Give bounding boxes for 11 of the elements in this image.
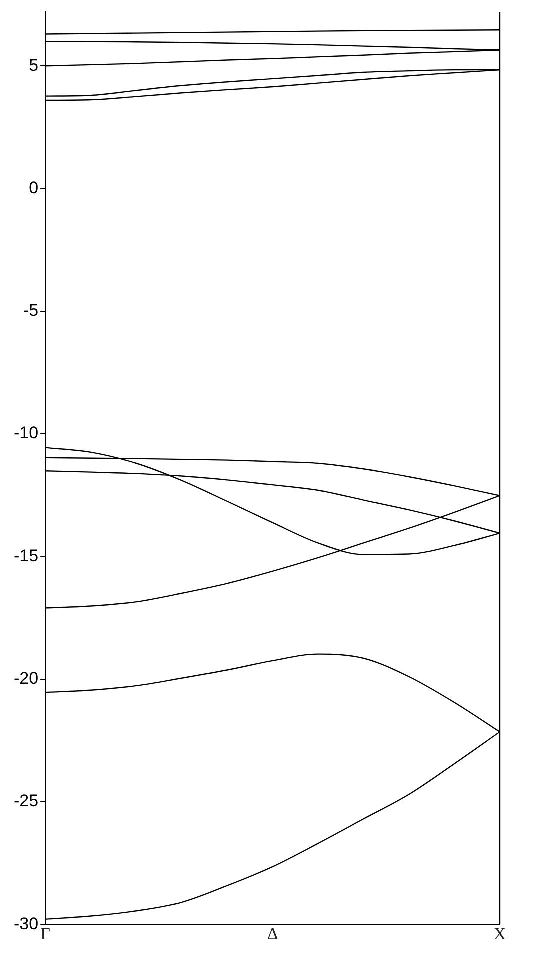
- y-tick-label: -25: [14, 792, 39, 811]
- y-tick-label: -5: [23, 301, 39, 320]
- x-tick-label: X: [494, 924, 506, 944]
- x-tick-label: Γ: [40, 924, 51, 944]
- x-tick-label: Δ: [267, 924, 278, 944]
- y-tick-label: -15: [14, 546, 39, 566]
- y-tick-label: -30: [14, 914, 39, 934]
- y-tick-label: -10: [14, 424, 39, 443]
- y-tick-label: 0: [29, 178, 39, 198]
- y-tick-label: -20: [14, 669, 39, 688]
- y-tick-label: 5: [29, 56, 39, 75]
